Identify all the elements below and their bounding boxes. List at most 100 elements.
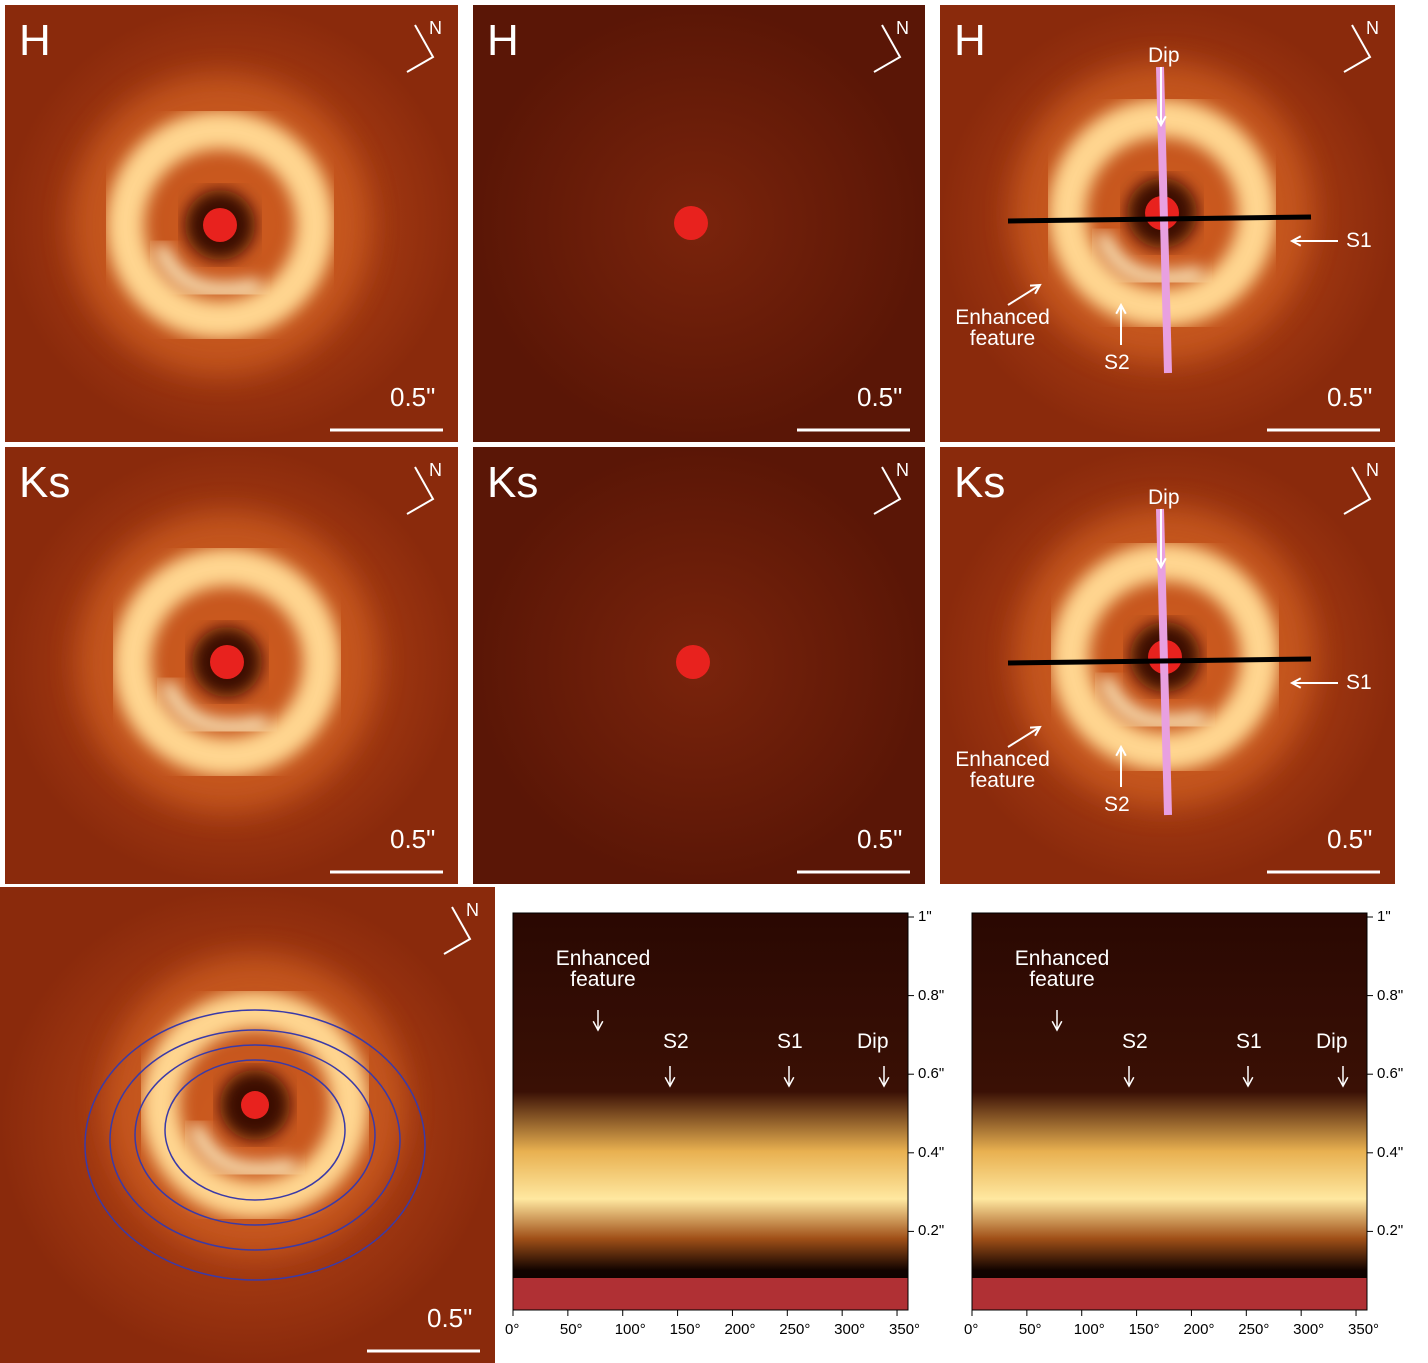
- arrow-head: [1123, 1076, 1135, 1088]
- y-tick-label: 0.2": [918, 1222, 945, 1240]
- star-mask: [203, 208, 237, 242]
- arrow-head: [1115, 744, 1127, 757]
- x-tick-label: 150°: [669, 1321, 701, 1338]
- north-arrow: [406, 24, 435, 73]
- arrow-head: [1155, 115, 1167, 128]
- spiral: [1095, 230, 1204, 285]
- spiral: [160, 679, 269, 734]
- annotation: Enhanced feature: [555, 947, 651, 991]
- plot-image: [513, 913, 908, 1310]
- x-tick-label: 150°: [1128, 1321, 1160, 1338]
- annotation: Dip: [1148, 44, 1180, 67]
- x-tick-label: 300°: [834, 1321, 866, 1338]
- annotation: Dip: [857, 1030, 889, 1053]
- arrow-head: [592, 1020, 604, 1032]
- north-arrow: [443, 906, 472, 955]
- ring: [113, 548, 341, 776]
- arrow-head: [878, 1076, 890, 1088]
- north-arrow: [1343, 24, 1372, 73]
- contour: [84, 1009, 426, 1281]
- north-label: N: [1366, 460, 1379, 480]
- arrow-head: [1242, 1076, 1254, 1088]
- mask-region: [513, 1278, 908, 1310]
- star-mask: [210, 645, 244, 679]
- annotation: Enhanced feature: [1014, 947, 1110, 991]
- spiral: [153, 242, 262, 297]
- band-label: H: [19, 16, 51, 65]
- scale-label: 0.5": [427, 1303, 473, 1333]
- annotation: Dip: [1316, 1030, 1348, 1053]
- north-label: N: [429, 460, 442, 480]
- contour: [134, 1044, 376, 1226]
- y-tick-label: 0.8": [918, 986, 945, 1004]
- arrow-head: [1289, 677, 1302, 689]
- north-arrow: [873, 466, 902, 515]
- scale-label: 0.5": [1327, 824, 1373, 854]
- x-tick-label: 200°: [1183, 1321, 1215, 1338]
- x-tick-label: 0°: [964, 1321, 979, 1338]
- plot-image: [972, 913, 1367, 1310]
- arrow-head: [1337, 1076, 1349, 1088]
- arrow: [1007, 284, 1041, 306]
- annotation: S1: [1236, 1030, 1262, 1053]
- annotation: S2: [1104, 793, 1130, 816]
- north-label: N: [896, 18, 909, 38]
- contour: [109, 1029, 401, 1251]
- north-label: N: [896, 460, 909, 480]
- annotation: S1: [1346, 671, 1372, 694]
- north-label: N: [429, 18, 442, 38]
- star-mask: [676, 645, 710, 679]
- x-tick-label: 0°: [505, 1321, 520, 1338]
- annotation: S2: [1122, 1030, 1148, 1053]
- annotation: S1: [1346, 229, 1372, 252]
- x-tick-label: 350°: [889, 1321, 921, 1338]
- annotation: S1: [777, 1030, 803, 1053]
- band-label: Ks: [19, 458, 71, 507]
- star-mask: [241, 1091, 269, 1119]
- band-label: H: [487, 16, 519, 65]
- x-tick-label: 50°: [559, 1321, 583, 1338]
- north-arrow: [873, 24, 902, 73]
- spiral: [188, 1122, 297, 1177]
- band-label: Ks: [487, 458, 539, 507]
- y-tick-label: 1": [1377, 908, 1391, 925]
- scale-label: 0.5": [857, 382, 903, 412]
- y-tick-label: 0.4": [918, 1143, 945, 1161]
- panel-image: [473, 5, 925, 442]
- plot-frame: [971, 912, 1368, 1311]
- arrow-head: [1029, 725, 1042, 737]
- x-tick-label: 250°: [779, 1321, 811, 1338]
- annotation: Dip: [1148, 486, 1180, 509]
- north-label: N: [466, 900, 479, 920]
- arrow-head: [783, 1076, 795, 1088]
- annotation: S2: [1104, 351, 1130, 374]
- x-tick-label: 50°: [1018, 1321, 1042, 1338]
- x-tick-label: 200°: [724, 1321, 756, 1338]
- y-tick-label: 0.8": [1377, 986, 1404, 1004]
- arrow-head: [1155, 557, 1167, 570]
- arrow-head: [1289, 235, 1302, 247]
- arrow-head: [664, 1076, 676, 1088]
- major-axis: [1007, 214, 1312, 224]
- arrow: [1007, 726, 1041, 748]
- scale-label: 0.5": [390, 382, 436, 412]
- arrow-head: [1051, 1020, 1063, 1032]
- y-tick-label: 0.2": [1377, 1222, 1404, 1240]
- north-arrow: [1343, 466, 1372, 515]
- x-tick-label: 100°: [614, 1321, 646, 1338]
- plot-frame: [512, 912, 909, 1311]
- major-axis: [1007, 656, 1312, 666]
- band-label: Ks: [954, 458, 1006, 507]
- x-tick-label: 350°: [1348, 1321, 1380, 1338]
- panel-image: [0, 887, 495, 1363]
- mask-region: [972, 1278, 1367, 1310]
- scale-label: 0.5": [1327, 382, 1373, 412]
- north-arrow: [406, 466, 435, 515]
- panel-image: [5, 447, 458, 884]
- annotation: Enhanced feature: [955, 748, 1050, 792]
- annotation: S2: [663, 1030, 689, 1053]
- scale-label: 0.5": [857, 824, 903, 854]
- arrow-head: [1115, 302, 1127, 315]
- north-label: N: [1366, 18, 1379, 38]
